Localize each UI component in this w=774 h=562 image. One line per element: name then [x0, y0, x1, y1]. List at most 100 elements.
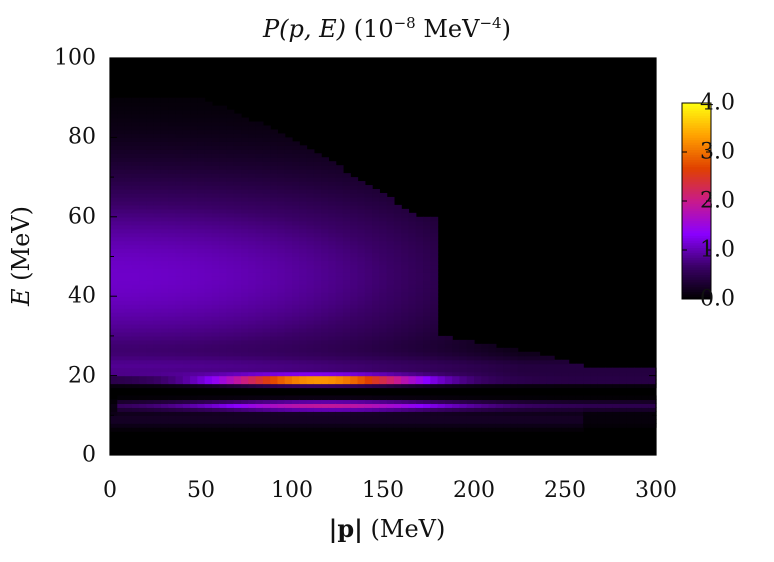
heatmap-cell — [248, 252, 257, 258]
heatmap-cell — [241, 284, 249, 289]
heatmap-cell — [110, 220, 118, 226]
heatmap-cell — [153, 367, 162, 373]
heatmap-cell — [117, 121, 126, 127]
heatmap-cell — [255, 419, 264, 424]
heatmap-cell — [219, 208, 228, 214]
heatmap-cell — [131, 185, 140, 190]
heatmap-cell — [423, 304, 431, 309]
heatmap-cell — [575, 371, 584, 377]
heatmap-cell — [197, 296, 206, 301]
heatmap-cell — [204, 423, 213, 428]
heatmap-cell — [364, 371, 373, 377]
heatmap-cell — [262, 200, 271, 206]
heatmap-cell — [444, 411, 453, 416]
heatmap-cell — [241, 189, 249, 194]
heatmap-cell — [452, 411, 461, 416]
heatmap-cell — [139, 157, 147, 162]
heatmap-cell — [204, 133, 213, 138]
heatmap-cell — [139, 371, 147, 377]
heatmap-cell — [408, 403, 417, 408]
heatmap-cell — [328, 248, 337, 254]
colorbar-segment — [682, 215, 711, 219]
heatmap-cell — [168, 105, 177, 111]
heatmap-cell — [131, 308, 140, 313]
heatmap-cell — [641, 407, 650, 412]
colorbar-segment — [682, 144, 711, 148]
heatmap-cell — [175, 137, 184, 142]
heatmap-cell — [372, 276, 380, 281]
heatmap-cell — [605, 371, 613, 377]
heatmap-cell — [364, 252, 373, 258]
heatmap-cell — [284, 327, 293, 333]
heatmap-cell — [131, 423, 140, 428]
heatmap-cell — [321, 248, 329, 254]
heatmap-cell — [408, 375, 417, 381]
heatmap-cell — [160, 276, 169, 281]
heatmap-cell — [306, 296, 315, 301]
heatmap-cell — [503, 371, 511, 377]
heatmap-cell — [313, 411, 322, 416]
heatmap-cell — [139, 125, 147, 131]
heatmap-cell — [153, 276, 162, 281]
heatmap-cell — [153, 296, 162, 301]
heatmap-cell — [510, 375, 519, 381]
heatmap-cell — [153, 97, 162, 103]
heatmap-cell — [357, 355, 366, 361]
heatmap-cell — [270, 208, 279, 214]
heatmap-cell — [423, 339, 431, 345]
heatmap-cell — [175, 121, 184, 127]
heatmap-cell — [211, 244, 220, 250]
heatmap-cell — [357, 308, 366, 313]
heatmap-cell — [401, 363, 410, 369]
heatmap-cell — [524, 371, 533, 377]
heatmap-cell — [350, 415, 359, 420]
heatmap-cell — [430, 268, 439, 273]
heatmap-cell — [321, 260, 329, 266]
heatmap-cell — [204, 403, 213, 408]
heatmap-cell — [146, 169, 155, 174]
heatmap-cell — [423, 375, 431, 381]
heatmap-cell — [430, 284, 439, 289]
heatmap-cell — [481, 403, 490, 408]
heatmap-cell — [437, 355, 446, 361]
heatmap-cell — [248, 320, 257, 325]
heatmap-cell — [110, 181, 118, 186]
heatmap-cell — [605, 403, 613, 408]
heatmap-cell — [131, 284, 140, 289]
heatmap-cell — [146, 157, 155, 162]
heatmap-cell — [110, 320, 118, 325]
heatmap-cell — [175, 347, 184, 353]
heatmap-cell — [328, 288, 337, 293]
heatmap-cell — [226, 407, 235, 412]
heatmap-cell — [175, 165, 184, 170]
heatmap-cell — [379, 200, 388, 206]
heatmap-cell — [350, 220, 359, 226]
heatmap-cell — [575, 427, 584, 432]
heatmap-cell — [335, 216, 344, 222]
heatmap-cell — [270, 204, 279, 210]
heatmap-cell — [233, 288, 242, 293]
heatmap-cell — [146, 232, 155, 238]
heatmap-cell — [226, 157, 235, 162]
heatmap-cell — [211, 137, 220, 142]
heatmap-cell — [168, 208, 177, 214]
heatmap-cell — [124, 280, 133, 285]
heatmap-cell — [306, 153, 315, 158]
heatmap-cell — [386, 327, 395, 333]
heatmap-cell — [226, 109, 235, 115]
heatmap-cell — [190, 304, 198, 309]
heatmap-cell — [117, 395, 126, 401]
heatmap-cell — [495, 415, 504, 420]
heatmap-cell — [124, 244, 133, 250]
heatmap-cell — [284, 189, 293, 194]
heatmap-cell — [233, 113, 242, 119]
heatmap-cell — [306, 260, 315, 266]
heatmap-cell — [139, 367, 147, 373]
heatmap-cell — [328, 284, 337, 289]
heatmap-cell — [597, 383, 606, 389]
heatmap-cell — [197, 165, 206, 170]
heatmap-cell — [248, 256, 257, 262]
heatmap-cell — [335, 181, 344, 186]
heatmap-cell — [175, 97, 184, 103]
heatmap-cell — [379, 296, 388, 301]
